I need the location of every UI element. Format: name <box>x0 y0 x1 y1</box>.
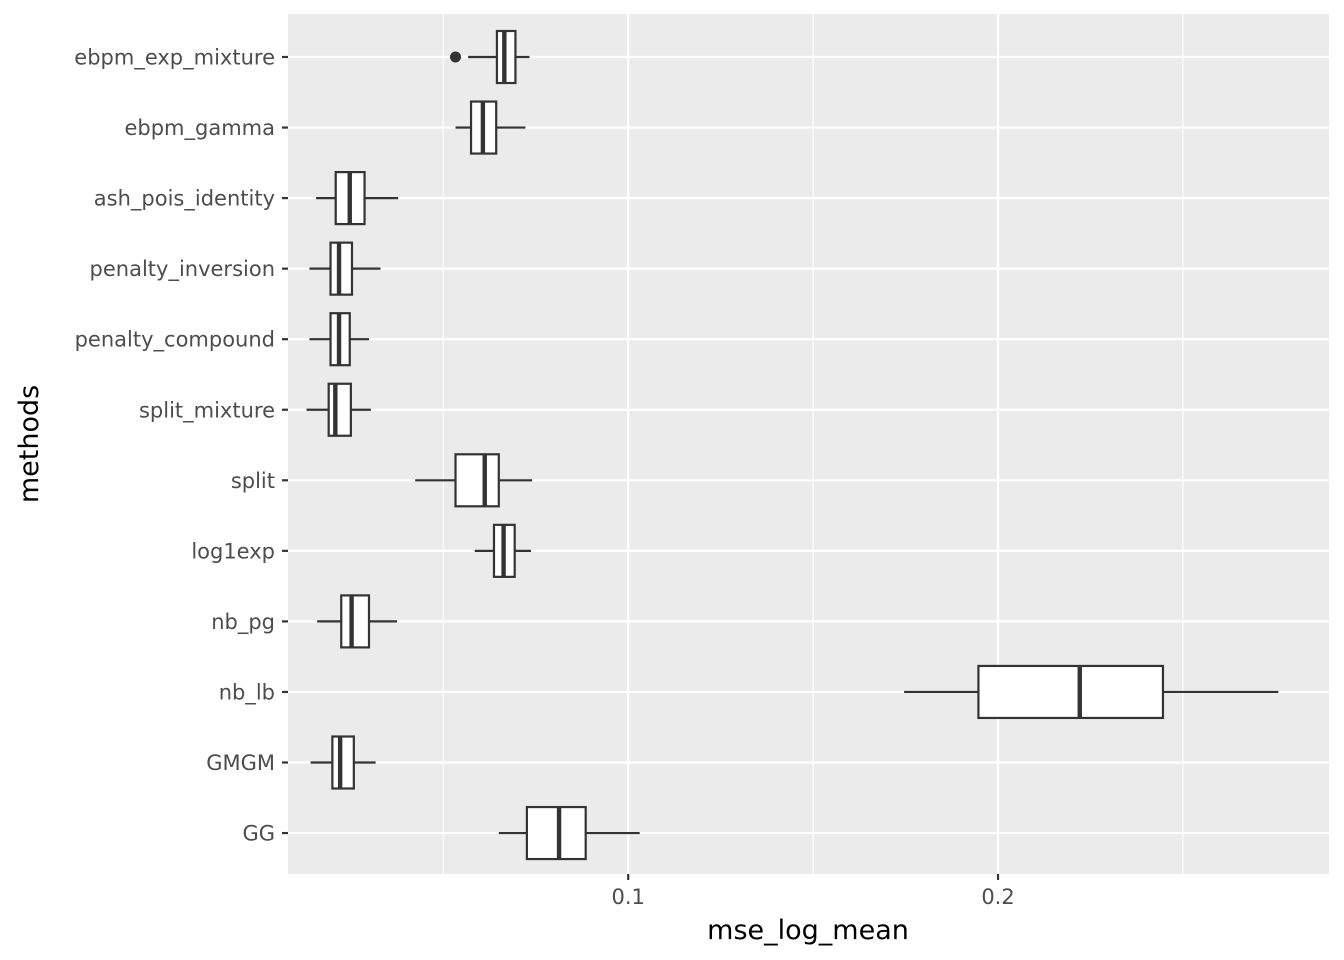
box-penalty_compound <box>309 312 369 367</box>
y-axis-title: methods <box>14 385 45 503</box>
box-penalty_inversion <box>309 241 381 296</box>
iqr-box <box>340 594 371 649</box>
box-nb_lb <box>904 664 1279 720</box>
outlier-point <box>450 51 462 63</box>
box-layer <box>306 29 1279 861</box>
y-tick-label: GG <box>242 822 275 846</box>
box-ash_pois_identity <box>316 171 399 226</box>
iqr-box <box>454 453 500 508</box>
iqr-box <box>327 382 352 437</box>
box-log1exp <box>474 523 531 578</box>
iqr-box <box>331 735 355 790</box>
iqr-box <box>977 664 1165 720</box>
y-tick-label: GMGM <box>206 751 275 775</box>
x-tick-label: 0.1 <box>612 885 645 909</box>
box-split_mixture <box>306 382 371 437</box>
iqr-box <box>329 241 354 296</box>
y-tick-label: nb_lb <box>219 680 275 705</box>
box-nb_pg <box>317 594 398 649</box>
iqr-box <box>525 805 587 861</box>
y-tick-label: penalty_compound <box>75 328 275 353</box>
y-tick-label: log1exp <box>191 539 275 563</box>
box-ebpm_exp_mixture <box>450 29 530 85</box>
axes: 0.1 0.2 ebpm_exp_mixture ebpm_gamma ash_pois… <box>74 46 1014 910</box>
y-tick-label: ash_pois_identity <box>94 187 275 212</box>
box-GMGM <box>310 735 376 790</box>
y-tick-label: nb_pg <box>211 610 275 635</box>
plot-panel <box>288 14 1329 874</box>
box-GG <box>498 805 640 861</box>
x-axis-title: mse_log_mean <box>707 915 909 946</box>
y-tick-label: penalty_inversion <box>90 257 275 282</box>
y-tick-label: ebpm_gamma <box>124 116 275 141</box>
y-tick-label: ebpm_exp_mixture <box>74 46 275 71</box>
x-tick-label: 0.2 <box>981 885 1014 909</box>
y-tick-label: split <box>231 469 275 493</box>
y-tick-label: split_mixture <box>139 398 275 423</box>
box-split <box>415 453 533 508</box>
box-ebpm_gamma <box>455 100 526 155</box>
